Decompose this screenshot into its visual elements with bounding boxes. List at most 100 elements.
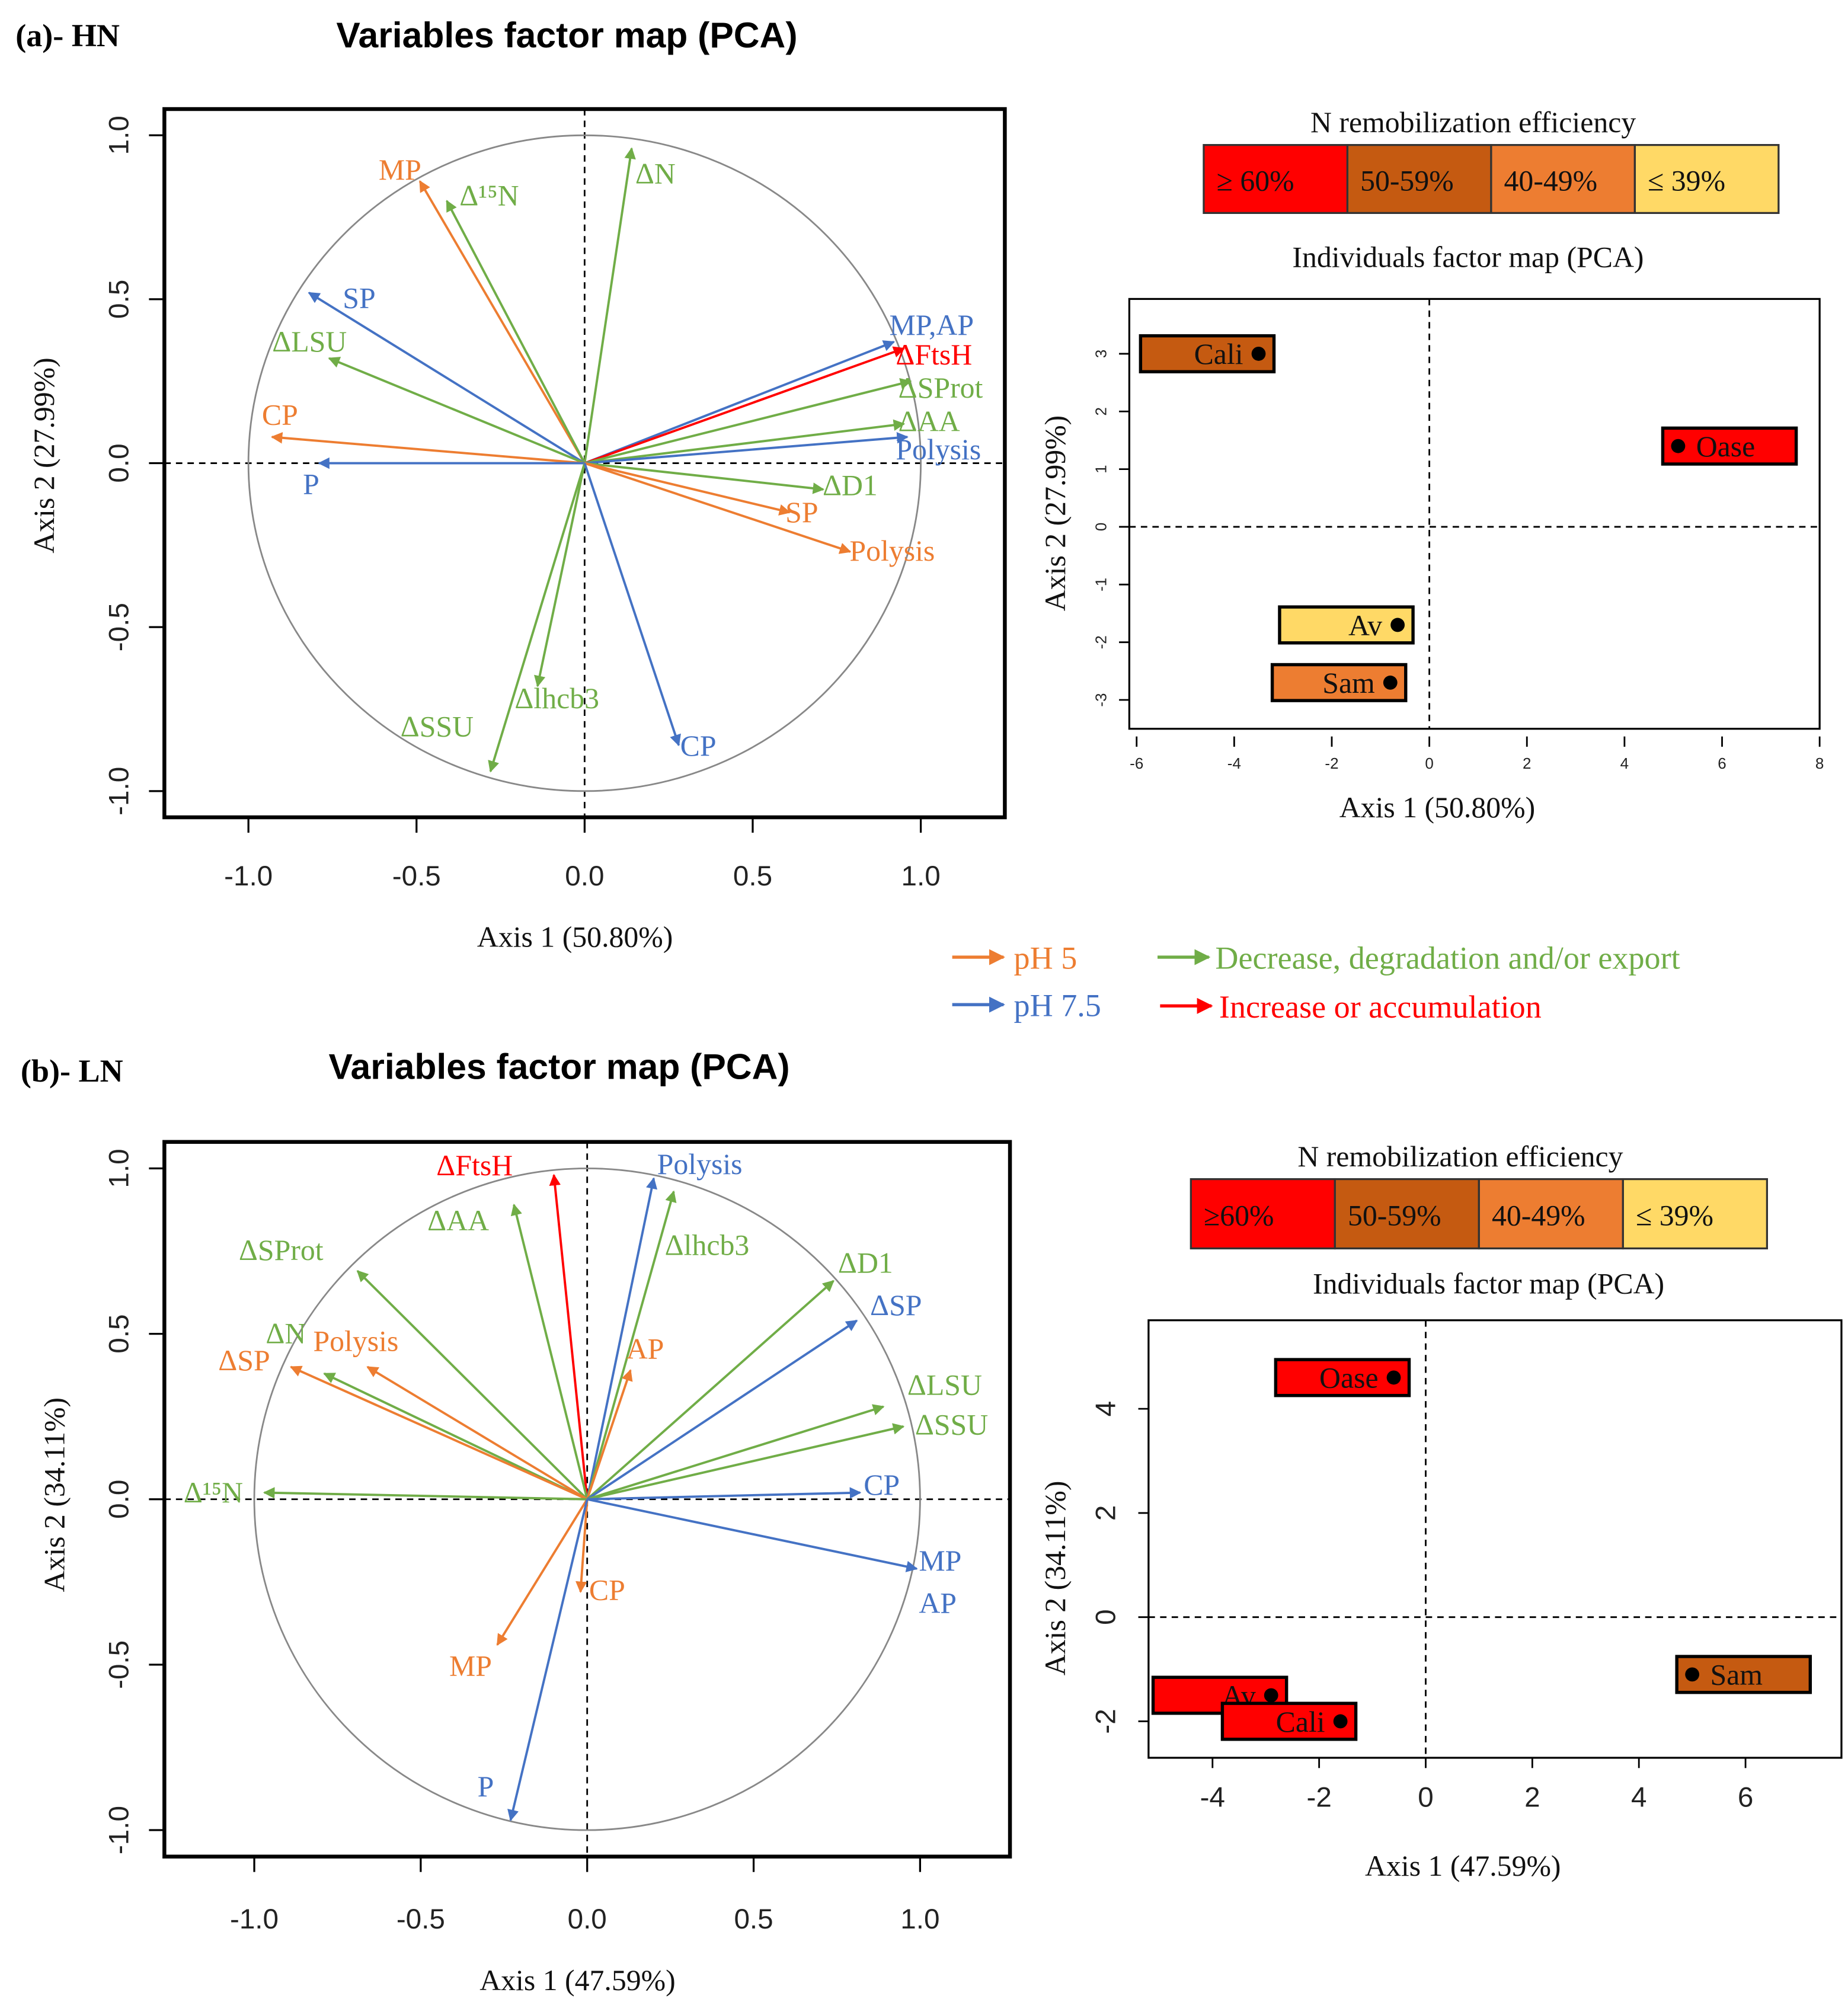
y-axis-label: Axis 2 (34.11%) [38,1397,71,1592]
plot-4: Axis 1 (47.59%) Axis 2 (34.11%) N remobili… [1039,1140,1843,1882]
plot-frame [1128,298,1821,730]
vector-label: ΔFtsH [436,1149,513,1182]
vector-arrow [328,357,586,465]
y-tick-label: 1.0 [104,116,135,155]
x-tick-label: 0.0 [565,861,604,892]
x-tick-label: -2 [1325,754,1338,772]
x-tick-label: 0.5 [733,861,772,892]
efficiency-class-label: ≤ 39% [1636,1200,1713,1232]
x-tick-label: -4 [1227,754,1241,772]
x-tick-label: 1.0 [900,1904,939,1935]
vector-label: ΔSProt [899,372,983,404]
y-axis-label: Axis 2 (27.99%) [28,357,60,553]
vector-label: CP [589,1574,625,1607]
individual-point [1386,1370,1401,1385]
efficiency-class-swatch [1622,1178,1768,1250]
vector-label: ΔSProt [239,1234,324,1266]
y-tick-label: -1 [1092,578,1110,591]
x-tick-label: -4 [1200,1781,1225,1813]
vector-label: Polysis [657,1148,743,1181]
efficiency-legend-title: N remobilization efficiency [1297,1140,1623,1173]
x-tick-label: 0 [1418,1781,1433,1813]
x-axis-label: Axis 1 (47.59%) [479,1964,675,1997]
vector-label: P [478,1770,494,1803]
vector-arrow [586,1190,677,1500]
x-tick-label: -1.0 [230,1904,279,1935]
vector-label: ΔAA [899,405,960,437]
y-tick-label: 3 [1092,350,1110,358]
x-tick-label: -0.5 [392,861,441,892]
y-tick-label: 0.0 [104,443,135,482]
x-tick-label: 6 [1718,754,1726,772]
individual-point [1671,439,1686,453]
individual-label: Cali [1194,338,1243,370]
y-axis-label: Axis 2 (34.11%) [1039,1481,1072,1676]
x-axis-label: Axis 1 (47.59%) [1365,1850,1561,1882]
vector-label: ΔSP [870,1289,922,1322]
x-tick-label: 4 [1620,754,1629,772]
individual-label: Av [1348,609,1382,642]
vector-label: P [303,468,319,501]
vector-arrow [587,1487,862,1501]
x-tick-label: 2 [1523,754,1531,772]
x-tick-label: 2 [1524,1781,1540,1813]
vector-label: ΔSP [218,1344,270,1377]
color-legend: pH 5 pH 7.5 Decrease, degradation and/or… [952,941,1680,1025]
x-tick-label: -0.5 [397,1904,445,1935]
vector-arrow [488,462,586,773]
vector-arrow [583,147,636,463]
vector-arrow [586,1369,633,1500]
vector-arrow [584,419,906,465]
x-tick-label: 4 [1631,1781,1646,1813]
y-tick-label: -0.5 [104,1640,135,1689]
vector-label: SP [785,496,818,529]
x-tick-label: -1.0 [224,861,273,892]
vector-label: ΔAA [427,1204,489,1237]
legend-decrease: Decrease, degradation and/or export [1215,941,1680,976]
vector-label: SP [343,282,375,315]
efficiency-class-label: 50-59% [1348,1200,1441,1232]
vector-arrow [549,1173,589,1499]
plot-frame [1147,1319,1843,1759]
vector-label: ΔD1 [838,1247,893,1280]
vector-label: ΔD1 [823,469,878,502]
vector-arrow [323,1372,588,1501]
vector-label: MP [919,1544,961,1577]
individual-label: Sam [1322,667,1375,699]
vector-arrow [496,1498,589,1646]
vector-arrow [586,1319,858,1501]
individual-label: Oase [1319,1362,1379,1394]
efficiency-class-swatch [1490,144,1636,215]
vector-arrow [366,1365,588,1501]
correlation-circle [253,1168,921,1831]
vector-arrow [270,432,585,465]
y-tick-label: 1.0 [104,1149,135,1188]
vector-label: ΔLSU [907,1368,982,1401]
correlation-circle [247,134,922,792]
y-tick-label: 0 [1091,1609,1122,1624]
vector-arrow [290,1365,588,1501]
x-axis-label: Axis 1 (50.80%) [477,921,673,954]
efficiency-legend-title: N remobilization efficiency [1310,106,1636,139]
legend-ph5: pH 5 [1014,941,1078,976]
vector-arrow [263,1487,587,1501]
vector-label: Δ¹⁵N [184,1476,243,1509]
vector-arrow [586,1177,658,1500]
x-tick-label: 0.5 [734,1904,773,1935]
efficiency-class-label: 50-59% [1360,164,1454,197]
vector-arrow [587,1423,905,1501]
vector-label: ΔLSU [272,325,347,358]
efficiency-class-label: 40-49% [1492,1200,1585,1232]
vector-label: ΔN [266,1317,306,1350]
individual-label: Oase [1696,430,1756,463]
vector-arrow [584,462,791,516]
x-tick-label: 6 [1738,1781,1753,1813]
vector-label: ΔFtsH [896,338,972,371]
vector-label: Polysis [313,1325,398,1358]
individual-point [1685,1667,1700,1682]
vector-label: MP [449,1649,492,1682]
efficiency-class-swatch [1478,1178,1624,1250]
y-tick-label: 4 [1091,1401,1122,1416]
y-tick-label: -2 [1092,635,1110,649]
efficiency-class-label: 40-49% [1504,164,1598,197]
